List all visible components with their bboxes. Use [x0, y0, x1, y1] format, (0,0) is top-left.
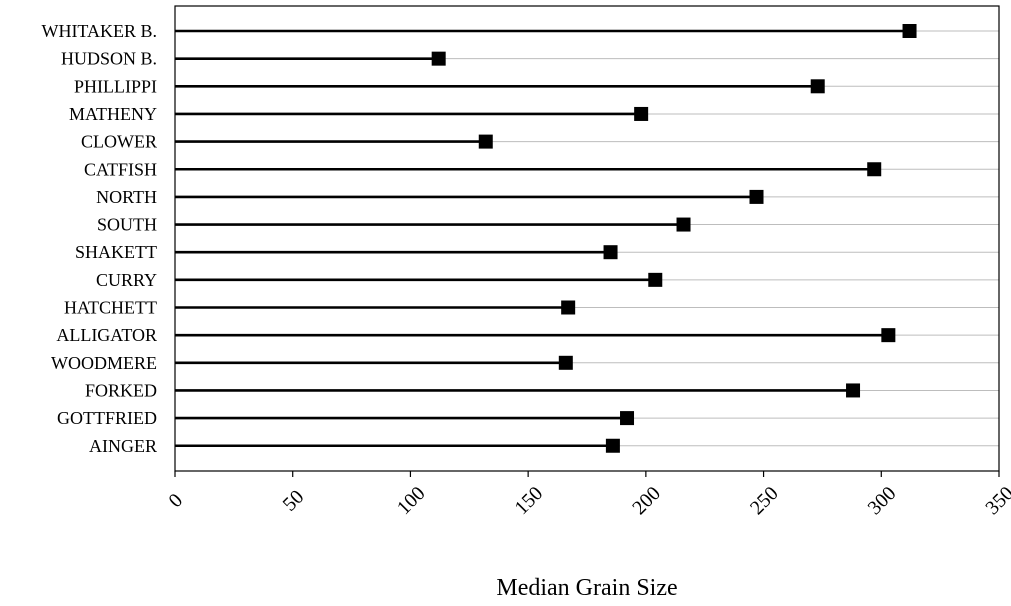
data-point [620, 411, 635, 426]
plot-area [174, 5, 1000, 472]
category-label: MATHENY [69, 104, 157, 124]
category-label: HUDSON B. [61, 49, 157, 69]
category-label: NORTH [96, 187, 157, 207]
data-point [881, 328, 896, 343]
data-point [648, 272, 663, 287]
category-label: PHILLIPPI [74, 76, 157, 96]
x-tick-label: 300 [864, 482, 901, 519]
x-tick-label: 50 [279, 486, 309, 516]
x-axis-ticks: 0 50 100 150 200 250 300 350 [164, 471, 1011, 519]
plot-frame [174, 5, 1000, 472]
x-tick-label: 350 [981, 482, 1011, 519]
data-point [603, 245, 618, 260]
x-tick-label: 200 [628, 482, 665, 519]
data-point [478, 134, 493, 149]
data-point [605, 438, 620, 453]
data-marks [175, 24, 917, 453]
category-label: CURRY [96, 270, 157, 290]
category-label: WHITAKER B. [41, 21, 157, 41]
data-point [867, 162, 882, 177]
x-axis-title: Median Grain Size [496, 575, 677, 601]
x-tick-label: 250 [746, 482, 783, 519]
x-tick-label: 100 [393, 482, 430, 519]
category-label: HATCHETT [64, 298, 157, 318]
data-point [634, 106, 649, 121]
data-point [676, 217, 691, 232]
x-tick-label: 0 [164, 489, 187, 512]
category-label: AINGER [89, 436, 157, 456]
category-label: FORKED [85, 380, 157, 400]
category-label: WOODMERE [51, 353, 157, 373]
category-label: GOTTFRIED [57, 408, 157, 428]
data-point [846, 383, 861, 398]
category-label: CLOWER [81, 132, 157, 152]
data-point [558, 355, 573, 370]
data-point [810, 79, 825, 94]
category-labels: WHITAKER B. HUDSON B. PHILLIPPI MATHENY CLOW… [41, 21, 157, 456]
category-label: ALLIGATOR [56, 325, 157, 345]
category-label: CATFISH [84, 159, 157, 179]
data-point [902, 24, 917, 38]
data-point [431, 51, 446, 66]
x-tick-label: 150 [511, 482, 548, 519]
data-point [749, 189, 764, 204]
category-label: SHAKETT [75, 242, 157, 262]
data-point [561, 300, 576, 315]
category-label: SOUTH [97, 215, 157, 235]
